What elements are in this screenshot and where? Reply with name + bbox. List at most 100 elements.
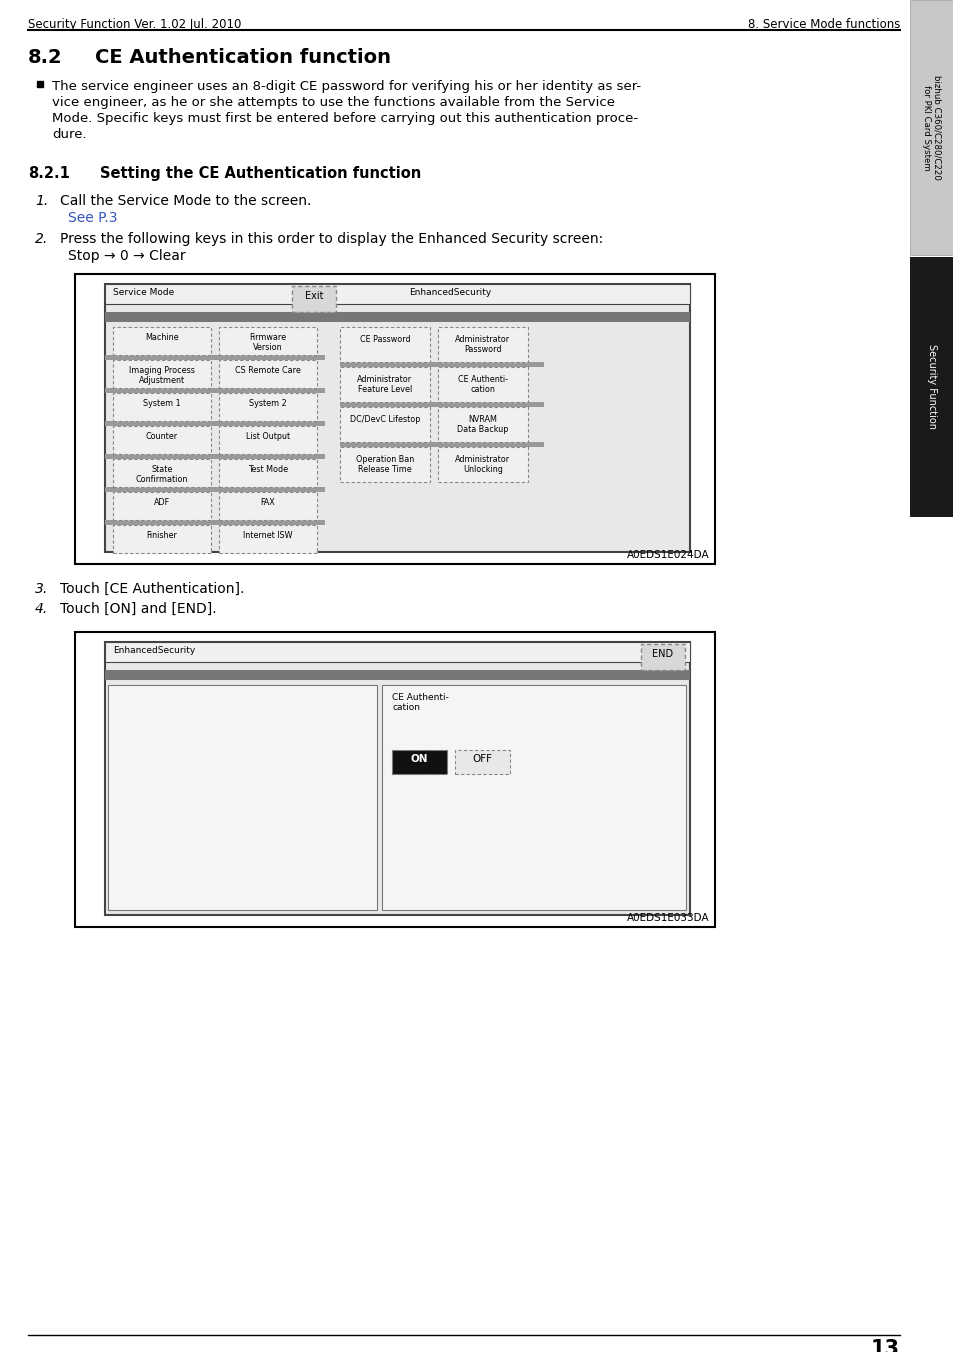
Bar bbox=[75, 631, 714, 927]
Text: System 1: System 1 bbox=[143, 399, 181, 408]
Bar bbox=[219, 327, 316, 356]
Bar bbox=[105, 671, 689, 680]
Text: Counter: Counter bbox=[146, 433, 178, 441]
Bar bbox=[105, 284, 689, 304]
Text: Call the Service Mode to the screen.: Call the Service Mode to the screen. bbox=[60, 193, 311, 208]
Bar bbox=[219, 426, 316, 454]
Bar bbox=[437, 327, 527, 362]
Text: Touch [CE Authentication].: Touch [CE Authentication]. bbox=[60, 581, 244, 596]
Bar bbox=[112, 426, 211, 454]
Text: A0EDS1E024DA: A0EDS1E024DA bbox=[627, 550, 709, 560]
Bar bbox=[640, 644, 684, 671]
Text: The service engineer uses an 8-digit CE password for verifying his or her identi: The service engineer uses an 8-digit CE … bbox=[52, 80, 640, 93]
Text: Security Function Ver. 1.02 Jul. 2010: Security Function Ver. 1.02 Jul. 2010 bbox=[28, 18, 241, 31]
Bar bbox=[112, 492, 211, 521]
Text: vice engineer, as he or she attempts to use the functions available from the Ser: vice engineer, as he or she attempts to … bbox=[52, 96, 615, 110]
Bar bbox=[105, 388, 325, 393]
Text: EnhancedSecurity: EnhancedSecurity bbox=[112, 646, 195, 654]
Bar bbox=[437, 366, 527, 402]
Text: 3.: 3. bbox=[35, 581, 49, 596]
Text: NVRAM
Data Backup: NVRAM Data Backup bbox=[456, 415, 508, 434]
Text: Press the following keys in this order to display the Enhanced Security screen:: Press the following keys in this order t… bbox=[60, 233, 602, 246]
Bar bbox=[339, 407, 430, 442]
Text: See P.3: See P.3 bbox=[68, 211, 117, 224]
Text: Service Mode: Service Mode bbox=[112, 288, 174, 297]
Text: 4.: 4. bbox=[35, 602, 49, 617]
Text: END: END bbox=[652, 649, 673, 658]
Text: A0EDS1E033DA: A0EDS1E033DA bbox=[627, 913, 709, 923]
Text: FAX: FAX bbox=[260, 498, 275, 507]
Text: Touch [ON] and [END].: Touch [ON] and [END]. bbox=[60, 602, 216, 617]
Text: State
Confirmation: State Confirmation bbox=[135, 465, 188, 484]
Bar bbox=[909, 0, 953, 256]
Bar bbox=[219, 360, 316, 388]
Text: 8.2.1: 8.2.1 bbox=[28, 166, 70, 181]
Bar bbox=[219, 458, 316, 487]
Bar bbox=[219, 492, 316, 521]
Text: 8. Service Mode functions: 8. Service Mode functions bbox=[747, 18, 899, 31]
Text: Exit: Exit bbox=[305, 291, 323, 301]
Bar bbox=[112, 525, 211, 553]
Text: CE Authentication function: CE Authentication function bbox=[95, 49, 391, 68]
Bar bbox=[108, 685, 376, 910]
Text: 1.: 1. bbox=[35, 193, 49, 208]
Bar bbox=[909, 257, 953, 516]
Text: 8.2: 8.2 bbox=[28, 49, 63, 68]
Text: Administrator
Password: Administrator Password bbox=[455, 335, 510, 354]
Text: 13: 13 bbox=[870, 1338, 899, 1352]
Text: dure.: dure. bbox=[52, 128, 87, 141]
Text: ON: ON bbox=[411, 754, 428, 764]
Bar bbox=[219, 393, 316, 420]
Text: CS Remote Care: CS Remote Care bbox=[234, 366, 300, 375]
Text: EnhancedSecurity: EnhancedSecurity bbox=[409, 288, 491, 297]
Bar bbox=[105, 420, 325, 426]
Bar bbox=[339, 442, 543, 448]
Text: Imaging Process
Adjustment: Imaging Process Adjustment bbox=[129, 366, 194, 385]
Text: OFF: OFF bbox=[472, 754, 492, 764]
Text: Setting the CE Authentication function: Setting the CE Authentication function bbox=[100, 166, 421, 181]
Text: CE Authenti-
cation: CE Authenti- cation bbox=[392, 694, 449, 713]
Text: 2.: 2. bbox=[35, 233, 49, 246]
Text: Machine: Machine bbox=[145, 333, 178, 342]
Text: Test Mode: Test Mode bbox=[248, 465, 288, 475]
Bar bbox=[105, 642, 689, 662]
Bar bbox=[105, 312, 689, 322]
Bar bbox=[112, 458, 211, 487]
Bar bbox=[339, 448, 430, 483]
Bar bbox=[339, 366, 430, 402]
Text: bizhub C360/C280/C220
for PKI Card System: bizhub C360/C280/C220 for PKI Card Syste… bbox=[922, 76, 941, 180]
Bar bbox=[455, 750, 510, 773]
Text: DC/DevC Lifestop: DC/DevC Lifestop bbox=[350, 415, 419, 425]
Bar bbox=[105, 284, 689, 552]
Bar bbox=[219, 525, 316, 553]
Text: List Output: List Output bbox=[246, 433, 290, 441]
Text: Administrator
Feature Level: Administrator Feature Level bbox=[357, 375, 412, 395]
Bar bbox=[112, 393, 211, 420]
Bar bbox=[339, 402, 543, 407]
Bar bbox=[339, 362, 543, 366]
Bar bbox=[392, 750, 447, 773]
Bar bbox=[105, 642, 689, 915]
Text: Internet ISW: Internet ISW bbox=[243, 531, 293, 539]
Text: Firmware
Version: Firmware Version bbox=[249, 333, 286, 353]
Text: System 2: System 2 bbox=[249, 399, 287, 408]
Text: Administrator
Unlocking: Administrator Unlocking bbox=[455, 456, 510, 475]
Text: Operation Ban
Release Time: Operation Ban Release Time bbox=[355, 456, 414, 475]
Bar bbox=[105, 487, 325, 492]
Bar bbox=[105, 521, 325, 525]
Text: Mode. Specific keys must first be entered before carrying out this authenticatio: Mode. Specific keys must first be entere… bbox=[52, 112, 638, 124]
Bar bbox=[112, 327, 211, 356]
Bar bbox=[292, 287, 335, 312]
Text: ADF: ADF bbox=[153, 498, 170, 507]
Bar bbox=[112, 360, 211, 388]
Bar bbox=[105, 356, 325, 360]
Bar bbox=[75, 274, 714, 564]
Bar bbox=[437, 407, 527, 442]
Text: CE Authenti-
cation: CE Authenti- cation bbox=[457, 375, 507, 395]
Text: Security Function: Security Function bbox=[926, 345, 936, 430]
Bar bbox=[382, 685, 685, 910]
Text: Stop → 0 → Clear: Stop → 0 → Clear bbox=[68, 249, 186, 264]
Bar bbox=[437, 448, 527, 483]
Text: Finisher: Finisher bbox=[147, 531, 177, 539]
Bar bbox=[339, 327, 430, 362]
